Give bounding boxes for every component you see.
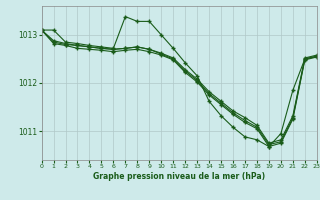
X-axis label: Graphe pression niveau de la mer (hPa): Graphe pression niveau de la mer (hPa) [93,172,265,181]
